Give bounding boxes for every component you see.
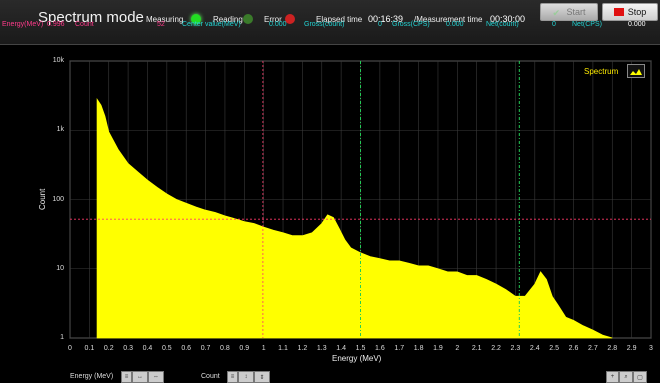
gross-count-label: Gross(count) [304, 21, 345, 28]
x-tick-label: 0.2 [103, 345, 114, 352]
x-tick-label: 1.5 [355, 345, 366, 352]
crosshair-button[interactable]: + [606, 371, 619, 383]
energy-fit-button[interactable]: ⇔ [148, 371, 164, 383]
error-label: Error [264, 15, 282, 24]
x-tick-label: 1.7 [394, 345, 405, 352]
x-tick-label: 1.8 [413, 345, 424, 352]
x-tick-label: 0.4 [142, 345, 153, 352]
stop-button[interactable]: Stop [602, 3, 658, 21]
stop-label: Stop [627, 7, 647, 17]
spectrum-series-area [96, 97, 613, 339]
measuring-led-icon [191, 14, 201, 24]
x-tick-label: 3 [649, 345, 653, 352]
x-tick-label: 1.2 [297, 345, 308, 352]
legend-label: Spectrum [584, 67, 619, 76]
measurement-time-value: 00:30:00 [490, 14, 526, 24]
energy-scale-button[interactable]: ≡ [121, 371, 132, 383]
count-readout-value: 52 [157, 21, 165, 28]
center-value-label: Center value(MeV) [182, 21, 241, 28]
x-tick-label: 2.2 [491, 345, 501, 352]
x-tick-label: 1.9 [433, 345, 443, 352]
start-label: Start [566, 7, 586, 17]
page-title: Spectrum mode [38, 9, 144, 26]
check-icon: ✔ [552, 8, 561, 18]
x-axis-title: Energy (MeV) [332, 354, 382, 363]
net-count-value: 0 [552, 21, 556, 28]
fit-button[interactable]: ▢ [633, 371, 647, 383]
y-tick-label: 1k [56, 126, 64, 133]
x-tick-label: 2.3 [510, 345, 521, 352]
energy-readout-value: 0.996 [47, 21, 65, 28]
gross-cps-label: Gross(CPS) [392, 21, 430, 28]
x-tick-label: 2.6 [568, 345, 579, 352]
x-tick-label: 1 [261, 345, 266, 352]
count-axis-control-label: Count [201, 373, 220, 380]
count-readout-label: Count [75, 21, 94, 28]
x-tick-label: 0.5 [161, 345, 172, 352]
x-tick-label: 0.7 [200, 345, 211, 352]
x-tick-label: 2.5 [549, 345, 560, 352]
x-tick-label: 1.6 [374, 345, 385, 352]
x-tick-label: 0.1 [84, 345, 95, 352]
x-tick-label: 1.3 [316, 345, 327, 352]
gross-count-value: 0 [378, 21, 382, 28]
measuring-label: Measuring [146, 15, 184, 24]
x-tick-label: 2.9 [626, 345, 637, 352]
error-led-icon [285, 14, 295, 24]
x-tick-label: 2.1 [471, 345, 482, 352]
y-axis-title: Count [38, 188, 47, 210]
stop-icon [613, 8, 624, 16]
elapsed-time-label: Elapsed time [316, 15, 363, 24]
x-tick-label: 0.9 [239, 345, 250, 352]
y-tick-label: 10k [52, 57, 64, 64]
net-cps-value: 0.000 [628, 21, 646, 28]
reading-led-icon [243, 14, 253, 24]
start-button[interactable]: ✔ Start [540, 3, 598, 21]
x-tick-label: 1.4 [336, 345, 346, 352]
energy-readout-label: Energy(MeV) [2, 21, 44, 28]
energy-axis-control-label: Energy (MeV) [70, 373, 114, 380]
measurement-time-label: /Measurement time [414, 15, 483, 24]
net-count-label: Net(count) [486, 21, 519, 28]
x-tick-label: 0.3 [123, 345, 133, 352]
y-tick-label: 10 [56, 265, 64, 272]
energy-zoom-button[interactable]: ↔ [132, 371, 148, 383]
gross-cps-value: 0.000 [446, 21, 464, 28]
x-tick-label: 2.7 [588, 345, 598, 352]
reading-label: Reading [213, 15, 243, 24]
legend-swatch-icon[interactable] [627, 64, 645, 78]
x-tick-label: 0.6 [181, 345, 192, 352]
y-tick-label: 1 [60, 334, 64, 341]
x-tick-label: 0 [68, 345, 72, 352]
elapsed-time-value: 00:16:39 [368, 14, 404, 24]
x-tick-label: 2.4 [529, 345, 540, 352]
x-tick-label: 2.8 [607, 345, 618, 352]
x-tick-label: 1.1 [278, 345, 288, 352]
y-tick-label: 100 [52, 196, 64, 203]
count-zoom-button[interactable]: ↕ [238, 371, 254, 383]
net-cps-label: Net(CPS) [572, 21, 602, 28]
count-scale-button[interactable]: ≡ [227, 371, 238, 383]
count-fit-button[interactable]: ⇕ [254, 371, 270, 383]
x-tick-label: 2 [455, 345, 460, 352]
zoom-button[interactable]: ⌕ [619, 371, 633, 383]
x-tick-label: 0.8 [220, 345, 230, 352]
center-value: 0.000 [269, 21, 287, 28]
